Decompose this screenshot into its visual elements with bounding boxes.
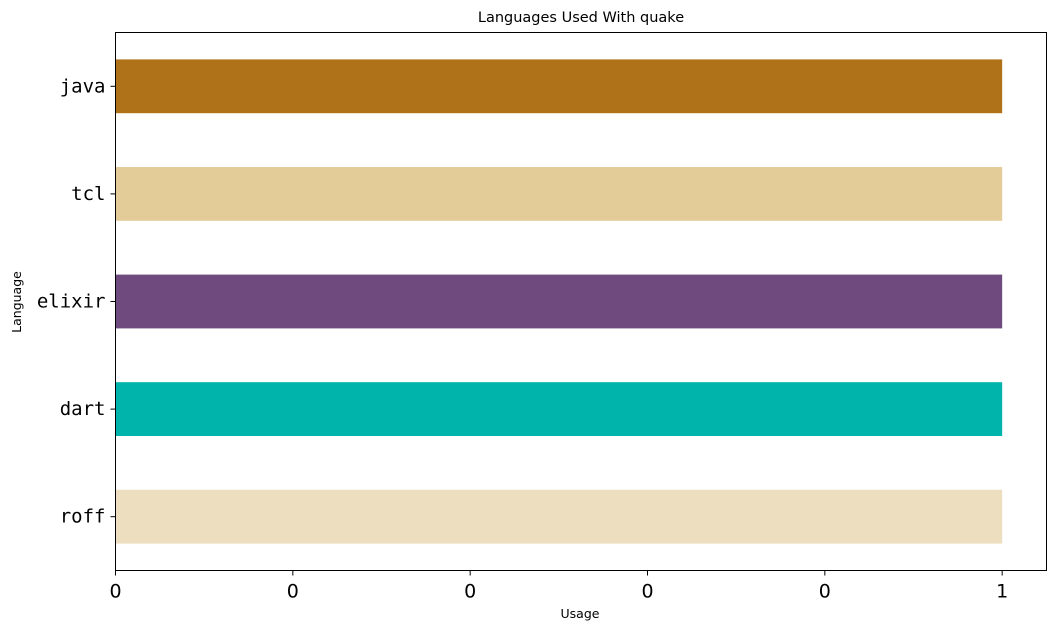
x-tick-label: 0 xyxy=(109,581,121,603)
x-tick-label: 0 xyxy=(287,581,299,603)
y-tick-label: java xyxy=(60,75,106,97)
x-tick-label: 0 xyxy=(464,581,476,603)
y-tick-label: roff xyxy=(60,506,106,528)
chart-title: Languages Used With quake xyxy=(478,10,684,26)
bar-elixir xyxy=(115,274,1003,329)
bar-java xyxy=(115,59,1003,114)
x-ticks-group: 0 0 0 0 0 1 xyxy=(109,570,1008,603)
bar-roff xyxy=(115,489,1003,544)
x-axis-label: Usage xyxy=(561,606,600,621)
plot-frame xyxy=(115,32,1047,571)
y-axis-label: Language xyxy=(9,271,24,333)
bar-tcl xyxy=(115,167,1003,221)
bars-group xyxy=(115,59,1003,544)
y-tick-label: tcl xyxy=(71,183,105,205)
y-tick-label: elixir xyxy=(37,291,106,313)
bar-dart xyxy=(115,382,1003,436)
y-tick-label: dart xyxy=(60,398,106,420)
x-tick-label: 1 xyxy=(996,581,1008,603)
x-tick-label: 0 xyxy=(641,581,653,603)
y-ticks-group: java tcl elixir dart roff xyxy=(37,75,116,528)
x-tick-label: 0 xyxy=(819,581,831,603)
